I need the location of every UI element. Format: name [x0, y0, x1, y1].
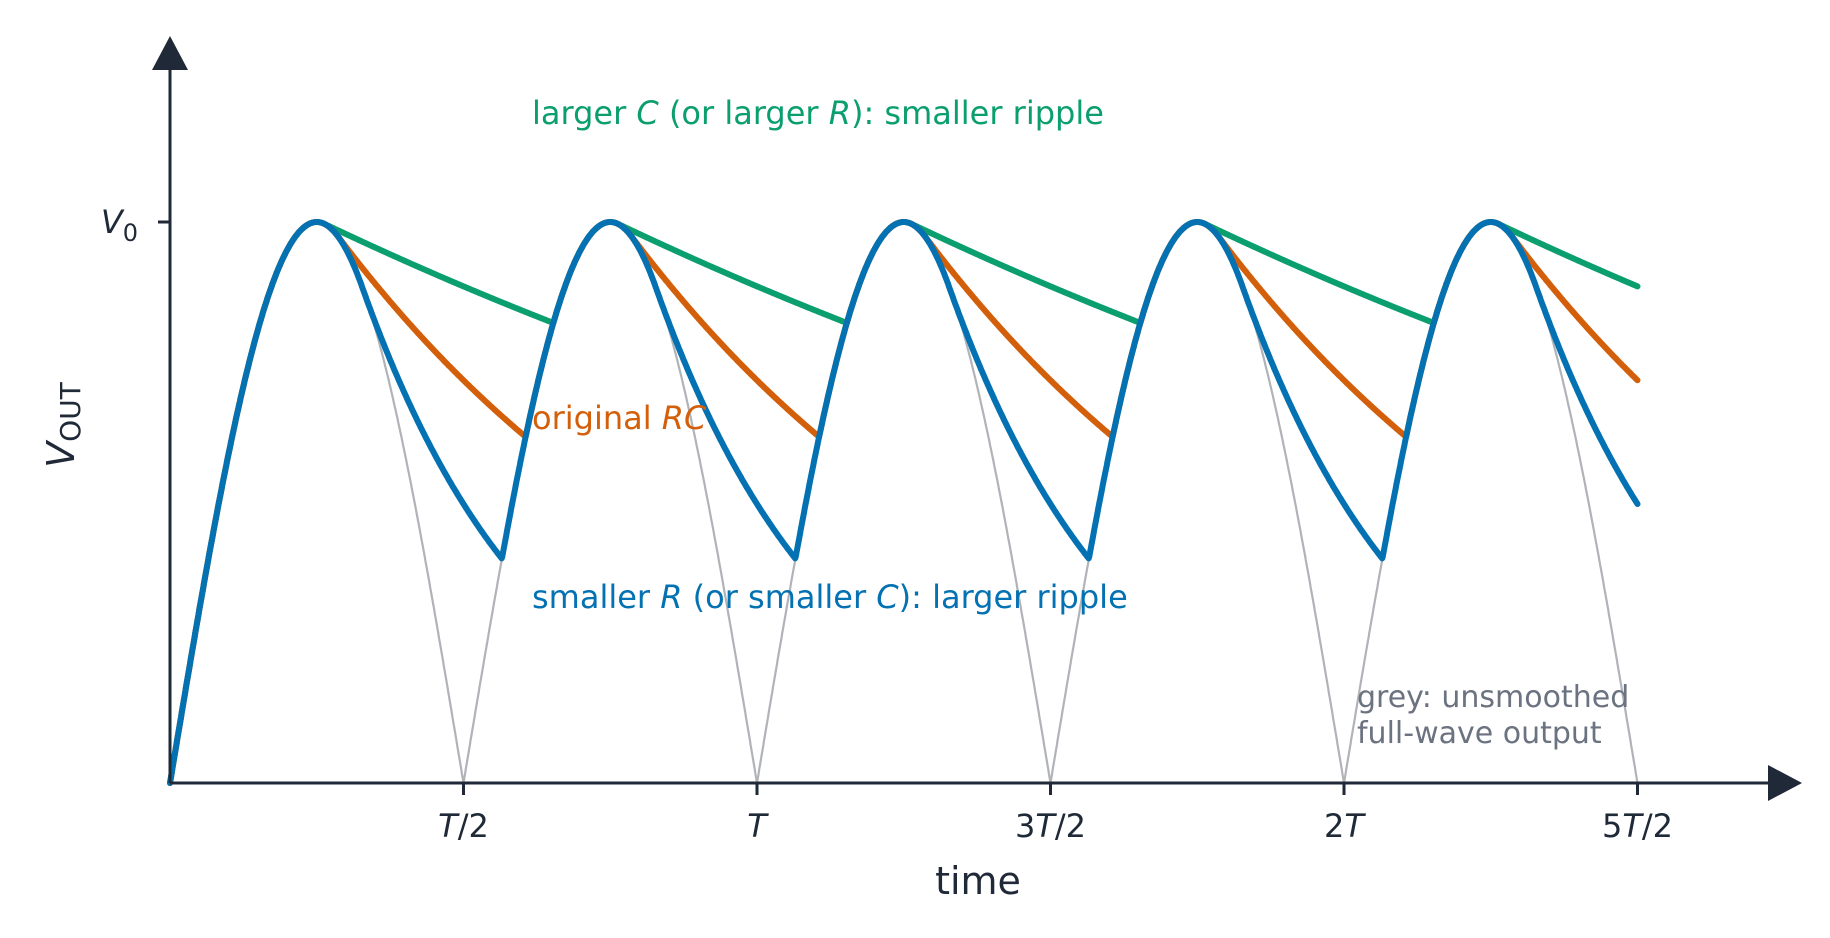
annotation-part: (or smaller	[682, 578, 876, 616]
axes	[152, 36, 1802, 801]
annotation-part: original	[532, 399, 662, 437]
annotation-larger-c: larger C (or larger R): smaller ripple	[532, 94, 1104, 132]
x-tick-label: T	[747, 807, 769, 845]
annotation-smaller-r: smaller R (or smaller C): larger ripple	[532, 578, 1128, 616]
x-axis-arrow	[1768, 765, 1802, 801]
annotation-part: R	[829, 94, 851, 132]
y-tick-label: V0	[101, 203, 138, 247]
annotation-layer: larger C (or larger R): smaller rippleor…	[532, 94, 1128, 616]
x-tick-label: 5T/2	[1602, 807, 1673, 845]
unsmoothed-note-line-2: full-wave output	[1357, 716, 1602, 751]
tick-layer: T/2 T 3T/2 2T 5T/2V0	[101, 203, 1673, 845]
x-tick-label-part: T	[438, 807, 460, 845]
series-line-smaller-r	[167, 219, 1641, 786]
x-axis-title: time	[935, 859, 1021, 903]
x-tick-label-part: 3	[1015, 807, 1035, 845]
y-axis-title-sub: OUT	[54, 381, 87, 442]
annotation-part: larger	[532, 94, 636, 132]
x-tick-label-part: /2	[1642, 807, 1673, 845]
y-axis-title-main: V	[39, 439, 83, 468]
annotation-part: (or larger	[659, 94, 829, 132]
x-tick-label-part: T	[1622, 807, 1644, 845]
y-tick-label-main: V	[101, 203, 125, 241]
x-tick-label-part: 2	[1324, 807, 1344, 845]
annotation-part: ): smaller ripple	[851, 94, 1104, 132]
x-tick-label: 2T	[1324, 807, 1366, 845]
annotation-part: ): larger ripple	[899, 578, 1128, 616]
annotation-part: C	[636, 94, 659, 132]
annotation-part: smaller	[532, 578, 660, 616]
series-layer	[167, 219, 1641, 786]
x-tick-label: 3T/2	[1015, 807, 1086, 845]
x-tick-label-part: /2	[1055, 807, 1086, 845]
x-tick-label-part: T	[1344, 807, 1366, 845]
y-tick-label-sub: 0	[123, 219, 138, 247]
x-tick-label: T/2	[438, 807, 489, 845]
x-tick-label-part: T	[747, 807, 769, 845]
y-axis-title: VOUT	[39, 381, 87, 468]
y-axis-arrow	[152, 36, 188, 70]
x-tick-label-part: T	[1035, 807, 1057, 845]
annotation-part: RC	[662, 399, 707, 437]
x-tick-label-part: 5	[1602, 807, 1622, 845]
unsmoothed-note-line-1: grey: unsmoothed	[1357, 680, 1629, 715]
annotation-part: C	[876, 578, 899, 616]
annotation-part: R	[660, 578, 682, 616]
unsmoothed-note: grey: unsmoothed full-wave output	[1357, 680, 1639, 751]
x-tick-label-part: /2	[458, 807, 489, 845]
annotation-original: original RC	[532, 399, 707, 437]
